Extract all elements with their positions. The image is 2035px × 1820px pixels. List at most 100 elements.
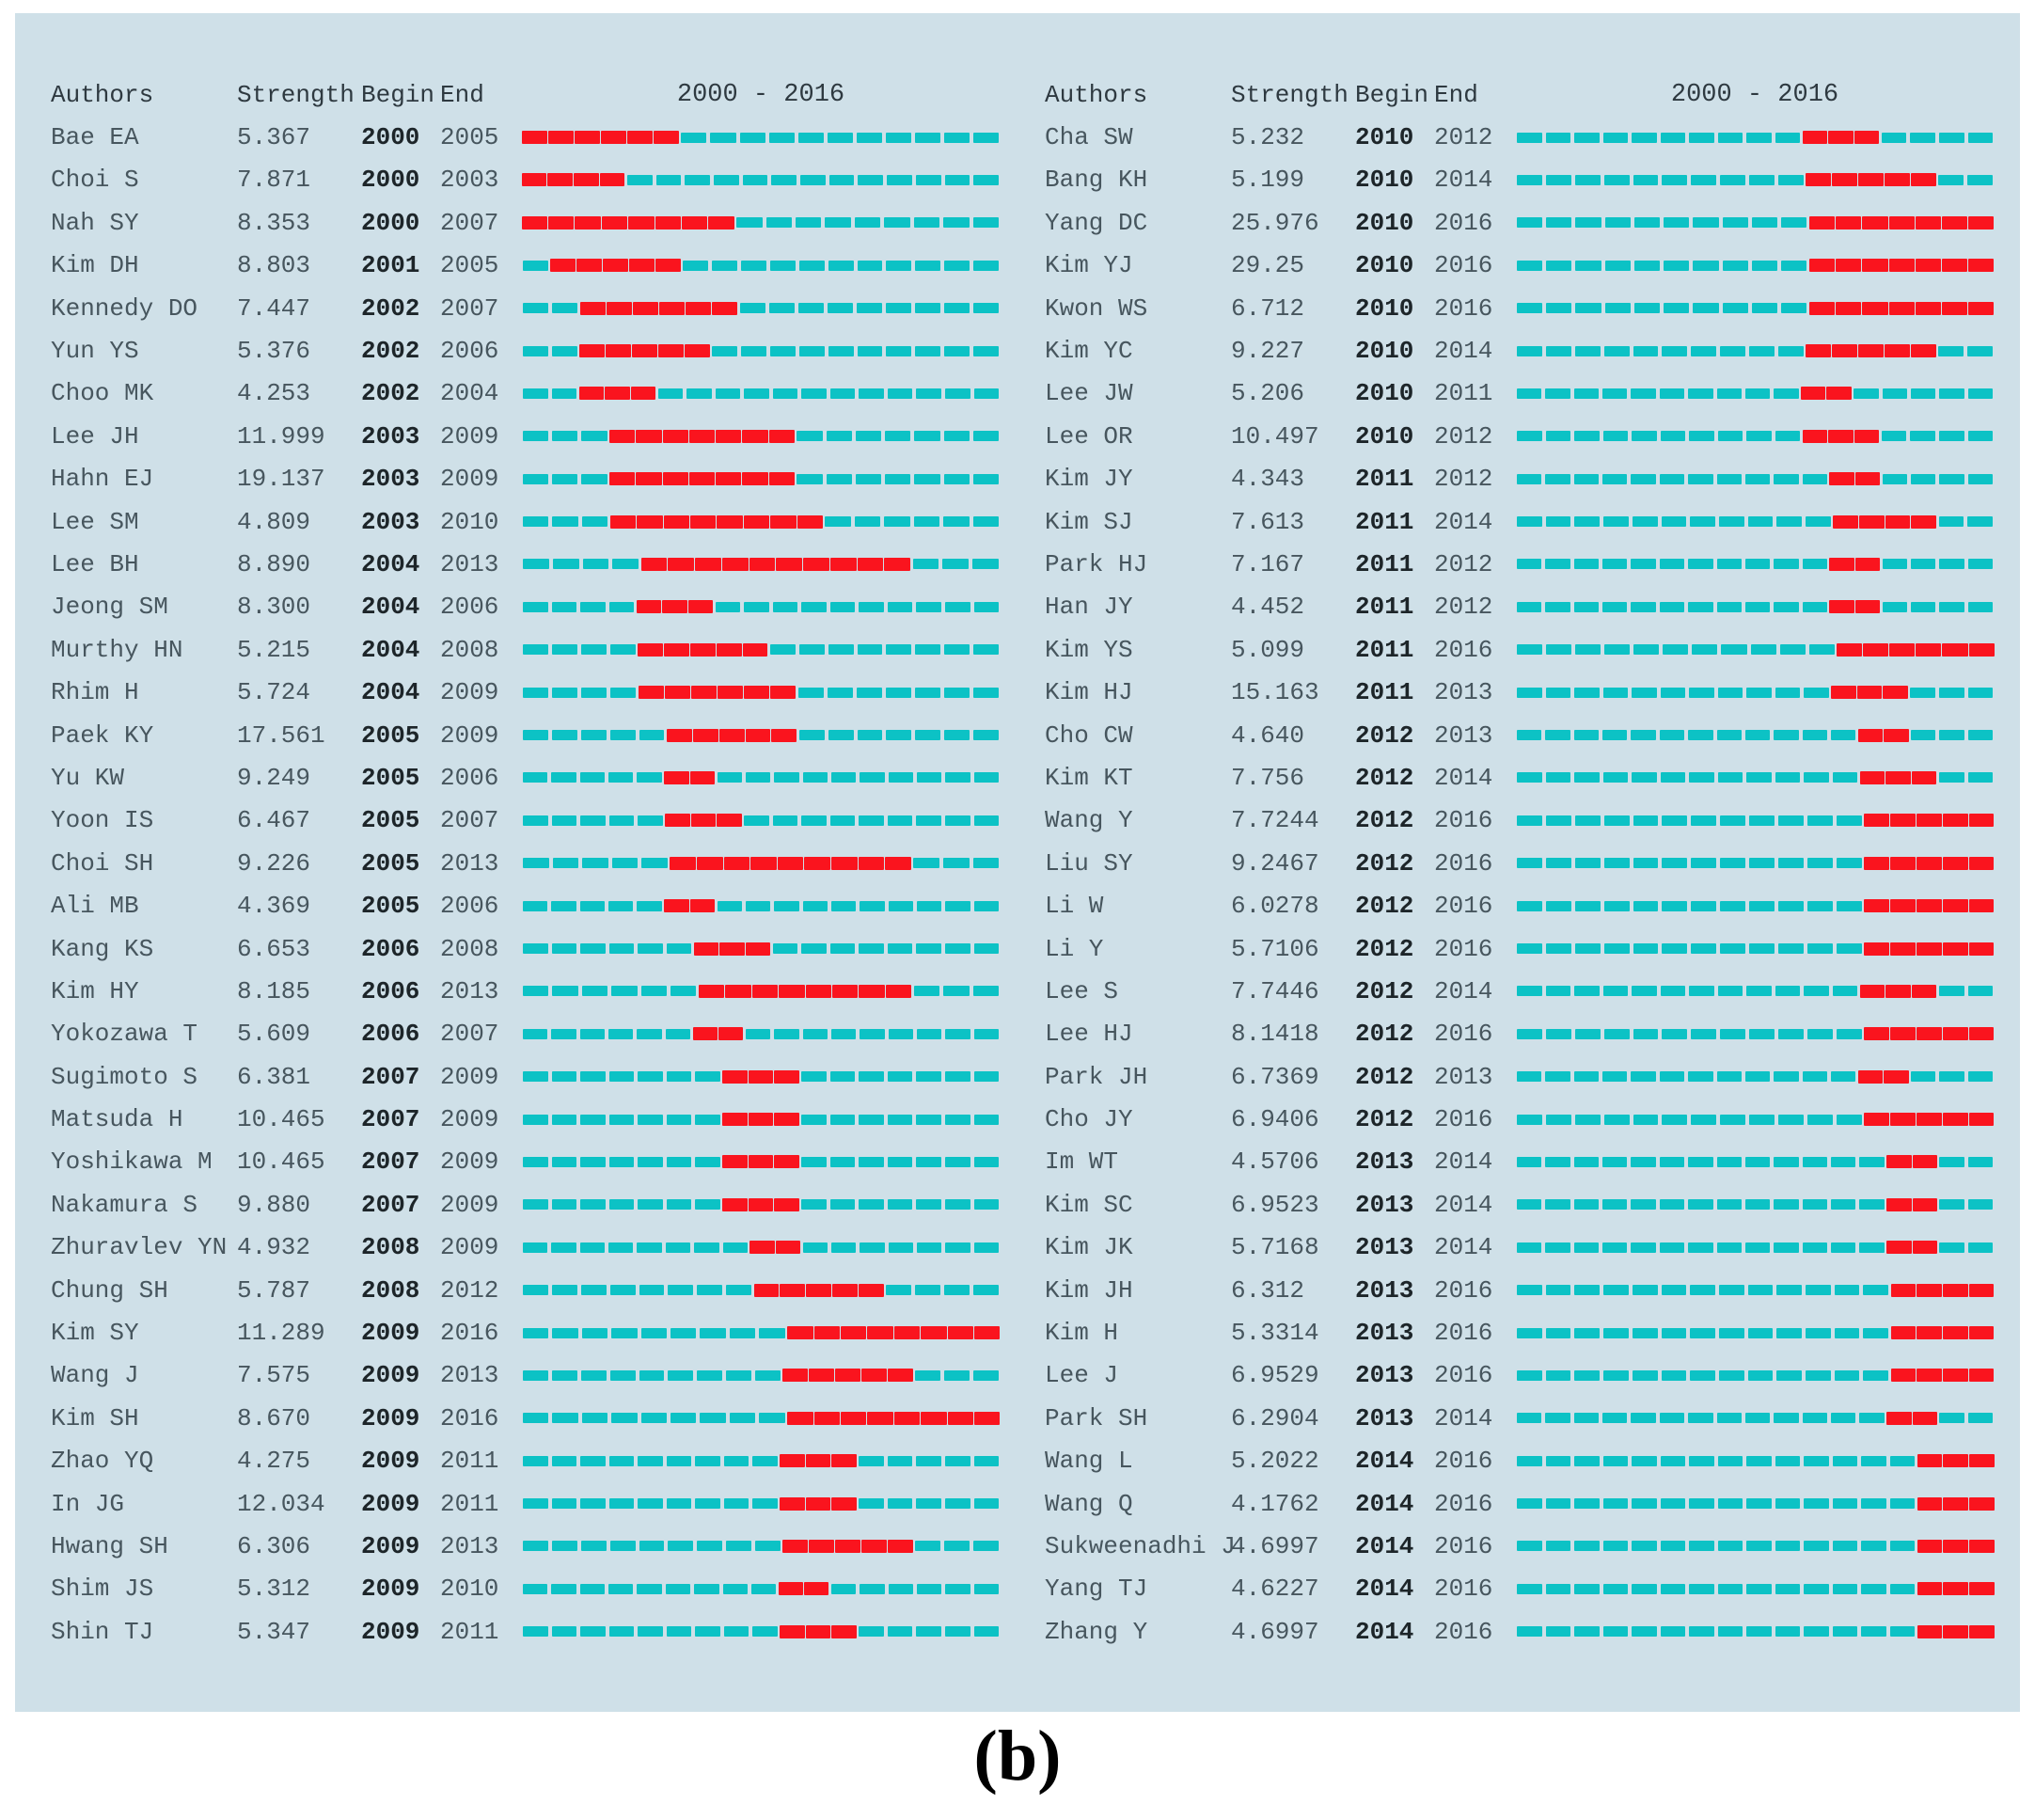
timeline-dash-cyan (885, 431, 911, 442)
timeline-dash-cyan (697, 1541, 723, 1552)
timeline-dash-cyan (1631, 1199, 1656, 1211)
burst-dash-red (840, 1411, 867, 1425)
timeline-dash-cyan (1661, 516, 1687, 528)
timeline-dash-cyan (523, 431, 549, 442)
timeline-dash-cyan (798, 644, 825, 656)
timeline-dash-cyan (1659, 559, 1685, 570)
author-row: Choo MK 4.253 2002 2004 (51, 372, 1029, 415)
end-year: 2014 (1434, 1403, 1493, 1432)
timeline-dash-cyan (973, 1285, 999, 1296)
end-year: 2011 (440, 1489, 499, 1518)
end-year: 2016 (1434, 293, 1493, 323)
timeline-dash-cyan (856, 132, 882, 143)
burst-dash-red (657, 344, 684, 358)
timeline-dash-cyan (551, 1156, 577, 1167)
timeline-dash-cyan (1688, 1071, 1713, 1083)
timeline-dash-cyan (1806, 1285, 1831, 1296)
author-row: Wang L 5.2022 2014 2016 (1045, 1440, 2004, 1482)
timeline-dash-cyan (1603, 1369, 1629, 1381)
burst-dash-red (1806, 173, 1832, 187)
burst-dash-red (806, 1283, 832, 1297)
timeline-dash-cyan (1545, 986, 1571, 997)
timeline-dash-cyan (973, 1626, 1000, 1638)
timeline-dash-cyan (1775, 1541, 1801, 1552)
timeline-dash-cyan (1939, 559, 1964, 570)
timeline-dash-cyan (668, 1541, 694, 1552)
author-name: Lee OR (1045, 421, 1133, 451)
strength-value: 4.6227 (1231, 1575, 1319, 1604)
header-year-range: 2000 - 2016 (676, 80, 845, 109)
burst-dash-red (774, 1069, 799, 1084)
author-name: Kennedy DO (51, 293, 198, 323)
timeline-dash-cyan (752, 1455, 778, 1466)
author-row: Shim JS 5.312 2009 2010 (51, 1568, 1029, 1610)
timeline-dash-cyan (1834, 1327, 1860, 1338)
end-year: 2014 (1434, 166, 1493, 195)
begin-year: 2014 (1355, 1489, 1414, 1518)
burst-dash-red (1801, 387, 1826, 401)
author-row: Bang KH 5.199 2010 2014 (1045, 159, 2004, 201)
timeline-dash-cyan (1545, 1327, 1571, 1338)
timeline-dash-cyan (1744, 388, 1771, 399)
timeline-dash-cyan (1911, 388, 1936, 399)
burst-dash-red (1829, 600, 1854, 614)
burst-timeline (1517, 1069, 1994, 1084)
timeline-dash-cyan (772, 388, 798, 399)
timeline-dash-cyan (1603, 345, 1630, 356)
burst-dash-red (1889, 856, 1916, 870)
timeline-dash-cyan (580, 1626, 606, 1638)
timeline-dash-cyan (1836, 858, 1862, 869)
timeline-dash-cyan (1967, 1242, 1994, 1253)
timeline-dash-cyan (944, 943, 970, 954)
burst-dash-red (664, 770, 689, 784)
timeline-dash-cyan (1830, 1199, 1856, 1211)
burst-dash-red (861, 1539, 887, 1553)
timeline-dash-cyan (1632, 772, 1657, 783)
burst-dash-red (1884, 344, 1910, 358)
timeline-dash-cyan (1744, 1199, 1771, 1211)
header-begin: Begin (361, 80, 435, 109)
strength-value: 6.7369 (1231, 1062, 1319, 1091)
timeline-dash-cyan (1777, 815, 1804, 826)
end-year: 2007 (440, 293, 499, 323)
timeline-dash-cyan (670, 1327, 697, 1338)
end-year: 2009 (440, 678, 499, 707)
burst-dash-red (547, 215, 575, 229)
timeline-dash-cyan (1633, 943, 1659, 954)
timeline-dash-cyan (579, 772, 606, 783)
timeline-dash-cyan (552, 431, 578, 442)
strength-value: 5.2022 (1231, 1447, 1319, 1476)
timeline-dash-cyan (827, 687, 853, 698)
timeline-dash-cyan (1689, 431, 1714, 442)
timeline-dash-cyan (1602, 687, 1629, 698)
timeline-dash-cyan (916, 1199, 941, 1211)
strength-value: 10.465 (237, 1105, 325, 1134)
burst-dash-red (1856, 686, 1883, 700)
burst-dash-red (663, 514, 689, 529)
timeline-dash-cyan (859, 1114, 884, 1125)
end-year: 2011 (1434, 379, 1493, 408)
burst-dash-red (797, 514, 823, 529)
begin-year: 2013 (1355, 1147, 1414, 1177)
timeline-dash-cyan (973, 132, 1000, 143)
timeline-dash-cyan (1744, 1156, 1771, 1167)
timeline-dash-cyan (1662, 174, 1688, 185)
burst-dash-red (1912, 1197, 1937, 1211)
author-name: Lee J (1045, 1361, 1119, 1390)
timeline-dash-cyan (917, 1583, 942, 1594)
burst-timeline (523, 942, 1000, 956)
timeline-dash-cyan (915, 1285, 941, 1296)
timeline-dash-cyan (700, 1413, 726, 1424)
timeline-dash-cyan (801, 815, 827, 826)
timeline-dash-cyan (917, 772, 942, 783)
timeline-dash-cyan (972, 986, 999, 997)
strength-value: 8.353 (237, 208, 311, 237)
burst-timeline (1517, 344, 1993, 358)
timeline-dash-cyan (744, 601, 769, 612)
timeline-dash-cyan (825, 217, 851, 229)
burst-dash-red (697, 856, 723, 870)
timeline-dash-cyan (1775, 687, 1801, 698)
timeline-dash-cyan (798, 345, 825, 356)
burst-dash-red (632, 344, 657, 358)
timeline-dash-cyan (1774, 730, 1799, 741)
